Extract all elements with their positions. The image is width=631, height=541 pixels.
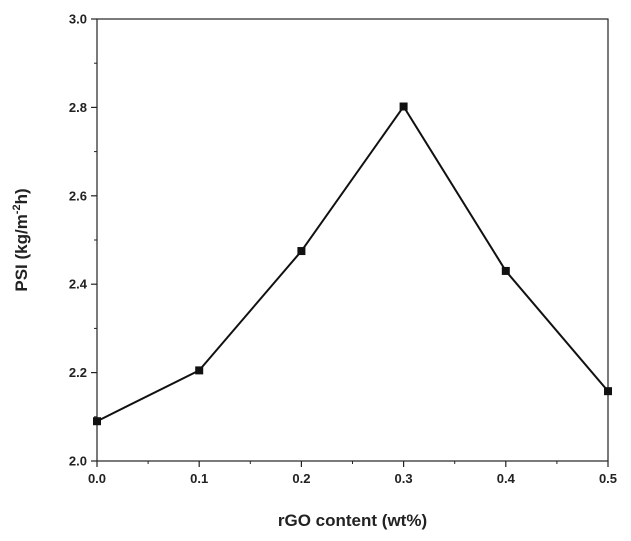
- data-point-0: [93, 417, 101, 426]
- y-tick-label-3: 2.6: [69, 188, 87, 203]
- data-point-5: [604, 387, 612, 396]
- x-tick-label-2: 0.2: [292, 471, 310, 486]
- y-tick-label-2: 2.4: [69, 277, 88, 292]
- x-tick-label-1: 0.1: [190, 471, 208, 486]
- y-tick-label-4: 2.8: [69, 100, 87, 115]
- data-point-4: [501, 266, 510, 275]
- x-axis-title: rGO content (wt%): [278, 511, 427, 530]
- y-tick-label-5: 3.0: [69, 12, 87, 27]
- y-axis-title-main: PSI (kg/m: [12, 214, 31, 291]
- series-line-0: [96, 105, 609, 423]
- x-tick-label-4: 0.4: [497, 471, 516, 486]
- x-tick-label-0: 0.0: [88, 471, 106, 486]
- y-axis-title-superscript: -2: [11, 204, 23, 214]
- data-point-3: [399, 102, 408, 111]
- y-tick-label-1: 2.2: [69, 365, 87, 380]
- y-tick-label-0: 2.0: [69, 454, 87, 469]
- minor-ticks: [94, 62, 558, 464]
- data-point-1: [195, 366, 204, 375]
- series-group: [93, 102, 612, 426]
- plot-frame: [96, 18, 609, 462]
- y-axis-title-tail: h): [12, 188, 31, 204]
- y-tick-labels: 2.0 2.2 2.4 2.6 2.8 3.0: [69, 12, 88, 469]
- x-tick-label-3: 0.3: [395, 471, 413, 486]
- major-ticks: [91, 18, 609, 467]
- x-tick-label-5: 0.5: [599, 471, 617, 486]
- y-axis-title: PSI (kg/m-2h): [11, 188, 31, 291]
- x-tick-labels: 0.0 0.1 0.2 0.3 0.4 0.5: [88, 471, 617, 486]
- data-point-2: [297, 247, 306, 256]
